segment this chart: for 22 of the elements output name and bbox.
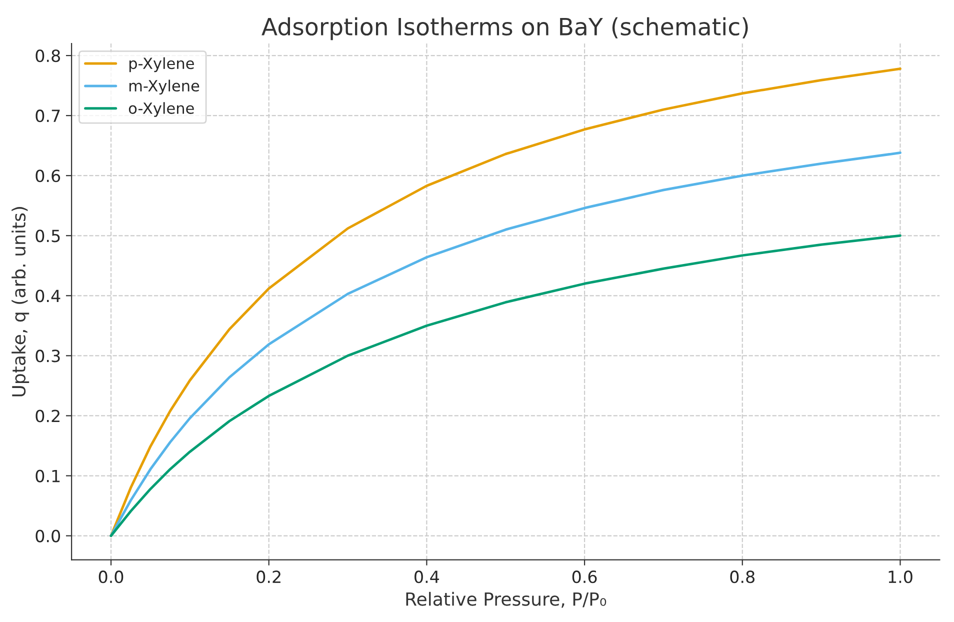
y-tick-label: 0.1	[36, 470, 60, 482]
x-tick-label: 0.0	[98, 570, 124, 584]
y-tick-label: 0.8	[36, 50, 60, 62]
x-tick-label: 0.6	[572, 570, 597, 584]
y-tick-label: 0.6	[36, 170, 60, 182]
x-tick-label: 1.0	[888, 570, 912, 584]
y-tick-label: 0.0	[36, 530, 60, 542]
chart-title: Adsorption Isotherms on BaY (schematic)	[262, 17, 748, 40]
legend-label: m-Xylene	[129, 80, 200, 94]
legend-label: p-Xylene	[129, 57, 194, 72]
x-tick-label: 0.4	[414, 570, 440, 584]
y-tick-label: 0.3	[36, 350, 60, 362]
x-axis-title: Relative Pressure, P/P₀	[406, 592, 606, 608]
y-tick-label: 0.4	[36, 290, 60, 302]
x-tick-label: 0.8	[730, 570, 754, 584]
x-tick-label: 0.2	[256, 570, 280, 584]
y-tick-label: 0.2	[36, 410, 60, 422]
y-tick-label: 0.5	[36, 230, 60, 242]
y-tick-label: 0.7	[36, 110, 60, 122]
line-series	[110, 234, 902, 538]
y-axis-title: Uptake, q (arb. units)	[12, 207, 30, 396]
legend-label: o-Xylene	[128, 102, 194, 117]
